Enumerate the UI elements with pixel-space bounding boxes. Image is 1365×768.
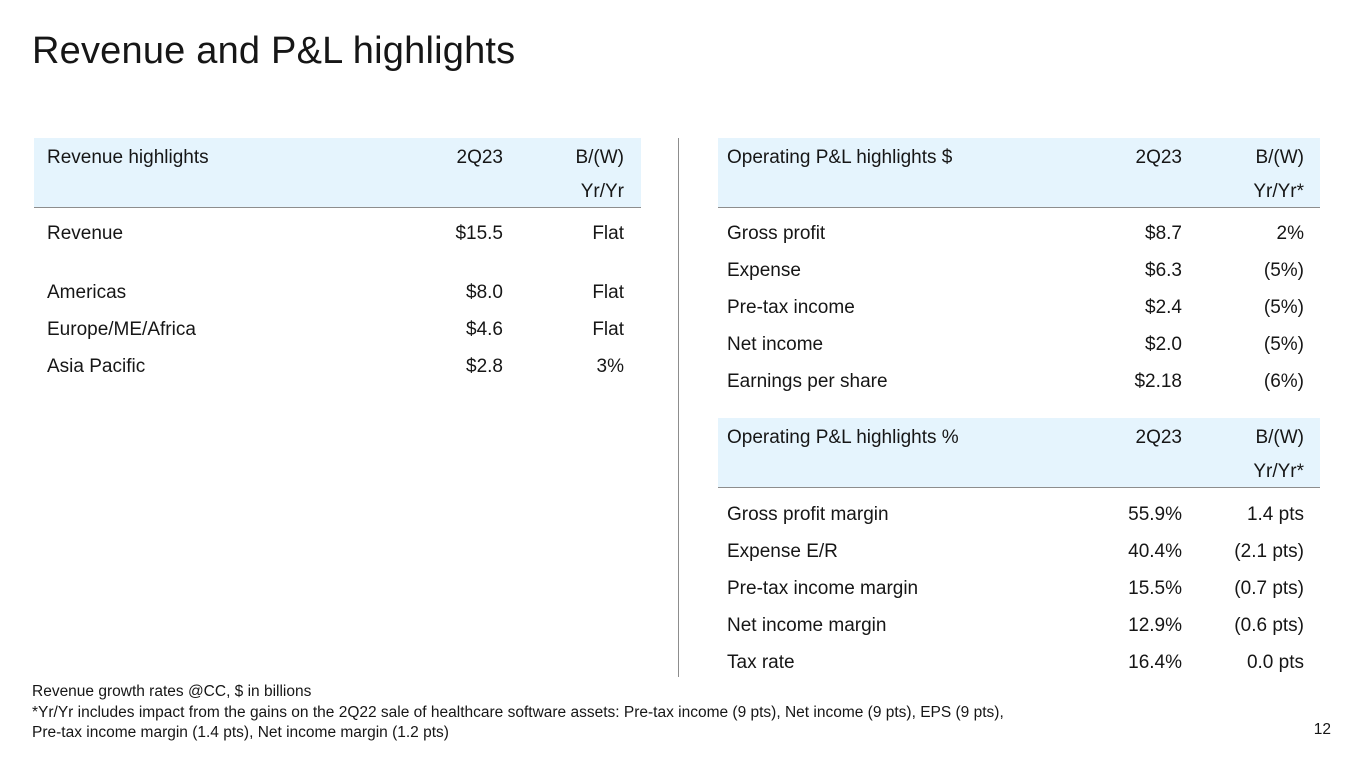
table-row: Europe/ME/Africa $4.6 Flat [34,309,641,346]
row-change: (5%) [1263,334,1304,355]
table-row: Tax rate 16.4% 0.0 pts [718,642,1320,679]
row-change: (0.7 pts) [1234,578,1304,599]
row-label: Tax rate [727,652,795,673]
table-row: Gross profit $8.7 2% [718,213,1320,250]
row-change: Flat [592,223,624,244]
row-value: 15.5% [1128,578,1182,599]
row-label: Americas [47,282,127,303]
pl-percent-header-label: Operating P&L highlights % [727,427,959,448]
pl-percent-header-change-line2: Yr/Yr* [1253,461,1304,482]
row-label: Asia Pacific [47,356,146,377]
row-change: (5%) [1263,297,1304,318]
row-label: Net income [727,334,824,355]
revenue-header-change-line2: Yr/Yr [580,181,624,202]
row-label: Europe/ME/Africa [47,319,196,340]
pl-percent-header-change-line1: B/(W) [1255,427,1304,448]
row-change: (2.1 pts) [1234,541,1304,562]
row-change: 0.0 pts [1246,652,1304,673]
row-value: $15.5 [455,223,503,244]
row-label: Gross profit margin [727,504,889,525]
table-row: Americas $8.0 Flat [34,272,641,309]
pl-percent-table-header: Operating P&L highlights % 2Q23 B/(W) Yr… [718,418,1320,488]
row-change: Flat [592,282,624,303]
revenue-header-label: Revenue highlights [47,147,209,168]
footnotes: Revenue growth rates @CC, $ in billions … [32,682,1004,744]
footnote-line: Pre-tax income margin (1.4 pts), Net inc… [32,724,449,741]
table-row: Revenue $15.5 Flat [34,213,641,250]
row-value: 40.4% [1128,541,1182,562]
row-change: (5%) [1263,260,1304,281]
row-value: 16.4% [1128,652,1182,673]
row-label: Expense [727,260,801,281]
row-value: $8.0 [466,282,503,303]
pl-dollar-header-label: Operating P&L highlights $ [727,147,953,168]
table-row: Net income margin 12.9% (0.6 pts) [718,605,1320,642]
row-value: $2.8 [466,356,503,377]
revenue-header-period: 2Q23 [456,147,503,168]
pl-dollar-header-period: 2Q23 [1135,147,1182,168]
revenue-header-change-line1: B/(W) [575,147,624,168]
table-row: Net income $2.0 (5%) [718,324,1320,361]
row-value: $2.0 [1145,334,1182,355]
footnote-line: *Yr/Yr includes impact from the gains on… [32,703,1004,721]
table-row: Asia Pacific $2.8 3% [34,346,641,383]
row-value: $2.18 [1134,371,1182,392]
row-label: Gross profit [727,223,826,244]
table-row: Expense $6.3 (5%) [718,250,1320,287]
row-label: Earnings per share [727,371,888,392]
row-label: Revenue [47,223,124,244]
pl-dollar-header-change-line1: B/(W) [1255,147,1304,168]
table-row: Pre-tax income $2.4 (5%) [718,287,1320,324]
row-value: $4.6 [466,319,503,340]
pl-dollar-table: Operating P&L highlights $ 2Q23 B/(W) Yr… [718,138,1320,398]
pl-percent-table: Operating P&L highlights % 2Q23 B/(W) Yr… [718,418,1320,679]
revenue-highlights-table: Revenue highlights 2Q23 B/(W) Yr/Yr Reve… [34,138,641,383]
pl-percent-header-period: 2Q23 [1135,427,1182,448]
row-label: Pre-tax income margin [727,578,919,599]
pl-dollar-table-header: Operating P&L highlights $ 2Q23 B/(W) Yr… [718,138,1320,208]
row-label: Pre-tax income [727,297,855,318]
column-divider [678,138,679,677]
revenue-table-header: Revenue highlights 2Q23 B/(W) Yr/Yr [34,138,641,208]
row-change: 2% [1276,223,1304,244]
table-row: Gross profit margin 55.9% 1.4 pts [718,494,1320,531]
table-row: Earnings per share $2.18 (6%) [718,361,1320,398]
table-row: Expense E/R 40.4% (2.1 pts) [718,531,1320,568]
row-value: $6.3 [1145,260,1182,281]
row-change: 1.4 pts [1246,504,1304,525]
pl-dollar-header-change-line2: Yr/Yr* [1253,181,1304,202]
row-value: 55.9% [1128,504,1182,525]
row-change: 3% [596,356,624,377]
footnote-line: Revenue growth rates @CC, $ in billions [32,683,312,700]
row-value: $2.4 [1145,297,1182,318]
row-change: (6%) [1263,371,1304,392]
row-value: 12.9% [1128,615,1182,636]
page-title: Revenue and P&L highlights [32,30,516,72]
page-number: 12 [1313,721,1331,738]
table-row: Pre-tax income margin 15.5% (0.7 pts) [718,568,1320,605]
row-change: (0.6 pts) [1234,615,1304,636]
row-label: Net income margin [727,615,887,636]
row-change: Flat [592,319,624,340]
row-value: $8.7 [1145,223,1182,244]
row-label: Expense E/R [727,541,838,562]
